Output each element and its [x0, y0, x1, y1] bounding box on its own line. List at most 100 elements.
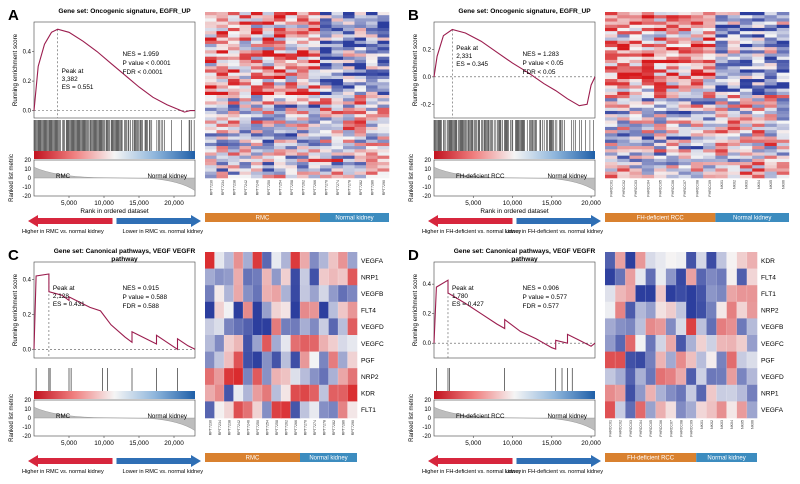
- heatmap-cell: [285, 40, 298, 45]
- heatmap-cell: [262, 149, 275, 153]
- heatmap-cell: [239, 79, 252, 83]
- heatmap-cell: [764, 133, 778, 137]
- heatmap-cell: [343, 114, 355, 118]
- heatmap-cell: [308, 117, 321, 121]
- heatmap-cell: [752, 95, 765, 99]
- heatmap-cell: [319, 368, 329, 386]
- heatmap-cell: [605, 368, 616, 386]
- heatmap-cell: [605, 126, 618, 131]
- heatmap-cell: [239, 85, 252, 89]
- heatmap-cell: [216, 63, 229, 67]
- heatmap-cell: [739, 79, 753, 83]
- group-bar-right: [696, 453, 757, 462]
- metric-tick-label: 0: [28, 176, 32, 182]
- sample-label: RPT7234: [218, 420, 222, 435]
- heatmap-cell: [617, 21, 630, 26]
- heatmap-cell: [727, 18, 741, 22]
- x-tick-label: 5,000: [61, 440, 77, 447]
- heatmap-cell: [706, 351, 717, 369]
- heatmap-cell: [739, 47, 753, 51]
- panel-letter: B: [408, 7, 419, 24]
- heatmap-cell: [205, 351, 215, 369]
- heatmap-cell: [274, 37, 286, 42]
- heatmap-cell: [617, 31, 630, 35]
- heatmap-cell: [262, 335, 272, 352]
- heatmap-cell: [251, 24, 263, 29]
- heatmap-cell: [274, 59, 286, 64]
- metric-tick-label: -20: [22, 194, 31, 200]
- heatmap-cell: [739, 18, 753, 22]
- es-plot-frame: [433, 21, 596, 119]
- heatmap-cell: [216, 126, 229, 131]
- heatmap-cell: [678, 63, 692, 67]
- heatmap-cell: [297, 101, 309, 105]
- heatmap-cell: [216, 155, 229, 160]
- heatmap-cell: [654, 91, 667, 96]
- heatmap-cell: [703, 139, 716, 144]
- heatmap-cell: [645, 268, 656, 286]
- heatmap-cell: [666, 149, 679, 153]
- heatmap-cell: [690, 91, 704, 96]
- sample-label: NK02: [732, 180, 736, 189]
- metric-tick-label: 20: [424, 398, 431, 404]
- heatmap-cell: [285, 101, 298, 105]
- heatmap-cell: [205, 335, 215, 352]
- heatmap-cell: [654, 34, 667, 38]
- heatmap-cell: [654, 40, 667, 45]
- heatmap-cell: [343, 110, 355, 115]
- heatmap-cell: [205, 268, 215, 286]
- heatmap-cell: [678, 95, 692, 99]
- heatmap-cell: [615, 268, 626, 286]
- heatmap-cell: [262, 34, 275, 38]
- heatmap-cell: [290, 335, 301, 352]
- heatmap-cell: [665, 285, 677, 303]
- heatmap-cell: [239, 168, 252, 172]
- heatmap-cell: [641, 34, 655, 38]
- heatmap-cell: [354, 27, 367, 32]
- heatmap-cell: [655, 268, 667, 286]
- heatmap-cell: [205, 174, 217, 179]
- heatmap-cell: [727, 63, 741, 67]
- heatmap-cell: [665, 252, 677, 269]
- heatmap-cell: [262, 165, 275, 169]
- heatmap-cell: [205, 95, 217, 99]
- heatmap-cell: [686, 351, 697, 369]
- heatmap-cell: [205, 139, 217, 144]
- heatmap-cell: [726, 368, 738, 386]
- heatmap-cell: [716, 252, 727, 269]
- heatmap-cell: [752, 31, 765, 35]
- heatmap-cell: [739, 27, 753, 32]
- heatmap-cell: [752, 107, 765, 112]
- heatmap-cell: [343, 12, 355, 16]
- heatmap-cell: [377, 27, 390, 32]
- heatmap-cell: [308, 31, 321, 35]
- heatmap-cell: [752, 110, 765, 115]
- heatmap-cell: [752, 69, 765, 73]
- heatmap-cell: [308, 82, 321, 86]
- heatmap-cell: [262, 66, 275, 70]
- heatmap-cell: [690, 40, 704, 45]
- heatmap-cell: [331, 18, 344, 22]
- gene-label: KDR: [361, 391, 375, 398]
- panel-letter: A: [8, 7, 19, 24]
- heatmap-cell: [285, 15, 298, 19]
- heatmap-cell: [366, 85, 378, 89]
- heatmap-cell: [343, 88, 355, 93]
- heatmap-cell: [354, 85, 367, 89]
- heatmap-cell: [629, 27, 643, 32]
- heatmap-cell: [320, 158, 332, 163]
- heatmap-cell: [262, 69, 275, 73]
- heatmap-cell: [736, 318, 748, 336]
- x-tick-label: 15,000: [129, 440, 149, 447]
- heatmap-cell: [715, 88, 728, 93]
- heatmap-cell: [776, 91, 790, 96]
- heatmap-cell: [617, 142, 630, 147]
- heatmap-cell: [377, 21, 390, 26]
- heatmap-cell: [715, 27, 728, 32]
- heatmap-cell: [641, 63, 655, 67]
- heatmap-cell: [343, 31, 355, 35]
- heatmap-cell: [331, 66, 344, 70]
- heatmap-cell: [308, 149, 321, 153]
- heatmap-cell: [629, 72, 643, 77]
- sample-label: NK04: [757, 180, 761, 189]
